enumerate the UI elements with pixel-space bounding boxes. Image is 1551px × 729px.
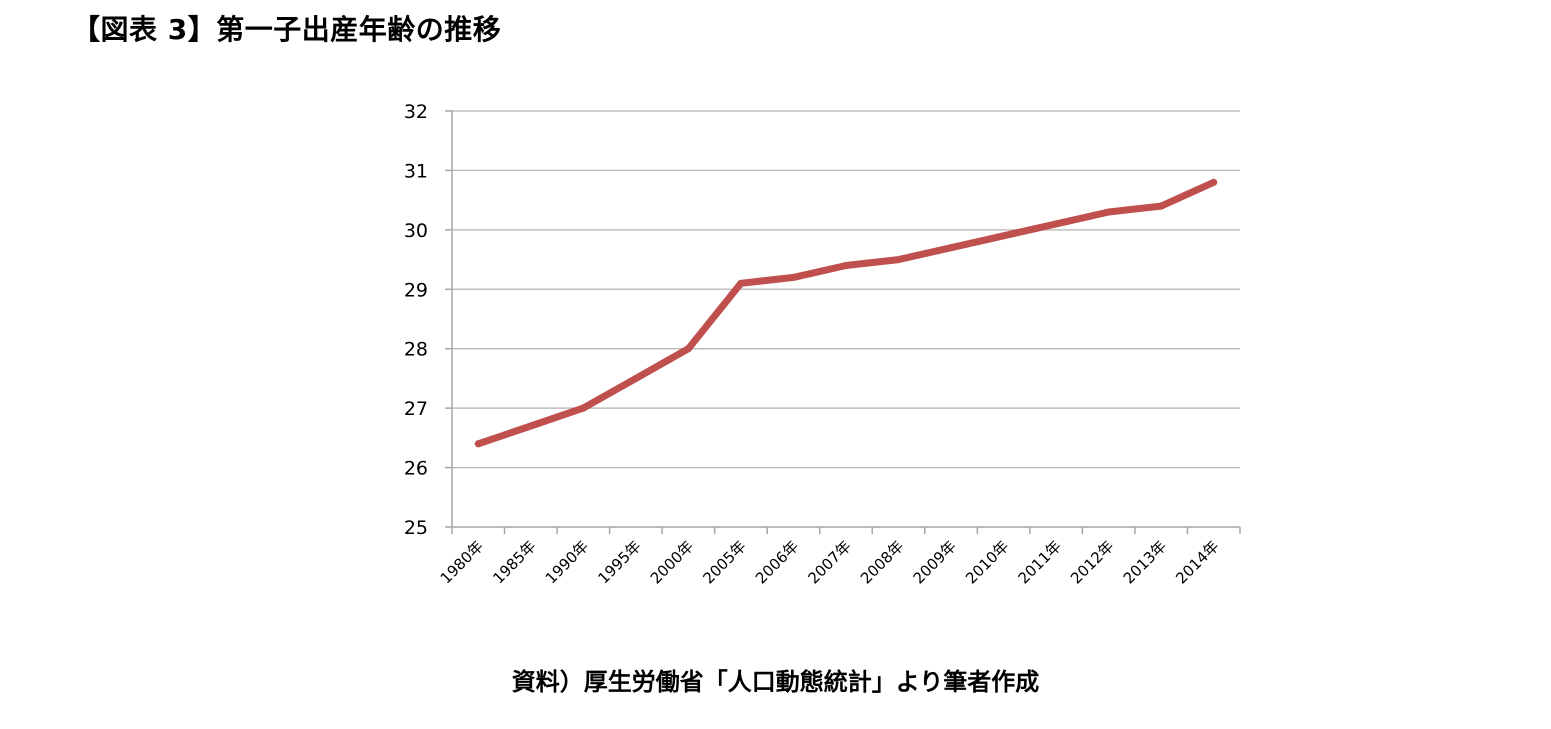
y-axis-tick-labels: 25 26 27 28 29 30 31 32 xyxy=(404,101,428,539)
series-line xyxy=(474,178,1218,448)
source-note: 資料）厚生労働省「人口動態統計」より筆者作成 xyxy=(511,668,1040,696)
data-point xyxy=(1052,220,1060,228)
data-point xyxy=(789,273,797,281)
y-tick-label: 30 xyxy=(404,220,428,242)
x-tick-label: 2006年 xyxy=(752,537,802,587)
data-point xyxy=(579,404,587,412)
data-point xyxy=(1000,232,1008,240)
series-layer xyxy=(474,178,1218,448)
x-tick-label: 1995年 xyxy=(594,537,644,587)
data-point xyxy=(947,244,955,252)
x-tick-label: 2011年 xyxy=(1015,537,1065,587)
x-axis-tick-labels: 1980年 1985年 1990年 1995年 2000年 2005年 2006年 2007年… xyxy=(437,537,1223,587)
data-point xyxy=(527,422,535,430)
figure-title: 【図表 3】第一子出産年齢の推移 xyxy=(72,13,502,46)
x-tick-label: 2013年 xyxy=(1120,537,1170,587)
y-tick-label: 28 xyxy=(404,339,428,361)
data-point xyxy=(474,440,482,448)
data-point xyxy=(842,262,850,270)
axes xyxy=(445,110,1241,534)
data-point xyxy=(737,279,745,287)
data-point xyxy=(1210,178,1218,186)
y-tick-label: 26 xyxy=(404,458,428,480)
y-tick-label: 31 xyxy=(404,160,428,182)
x-tick-label: 2005年 xyxy=(699,537,749,587)
x-tick-label: 1985年 xyxy=(489,537,539,587)
y-tick-label: 27 xyxy=(404,398,428,420)
x-tick-label: 2010年 xyxy=(962,537,1012,587)
data-point xyxy=(632,374,640,382)
x-tick-label: 1990年 xyxy=(542,537,592,587)
x-tick-label: 2008年 xyxy=(857,537,907,587)
x-tick-label: 2007年 xyxy=(804,537,854,587)
x-tick-label: 1980年 xyxy=(437,537,487,587)
y-tick-label: 25 xyxy=(404,517,428,539)
x-tick-label: 2000年 xyxy=(647,537,697,587)
data-point xyxy=(895,256,903,264)
data-point xyxy=(1105,208,1113,216)
data-point xyxy=(1157,202,1165,210)
x-tick-label: 2009年 xyxy=(910,537,960,587)
x-tick-label: 2014年 xyxy=(1172,537,1222,587)
y-tick-label: 29 xyxy=(404,279,428,301)
y-tick-label: 32 xyxy=(404,101,428,123)
x-tick-label: 2012年 xyxy=(1067,537,1117,587)
data-point xyxy=(684,345,692,353)
